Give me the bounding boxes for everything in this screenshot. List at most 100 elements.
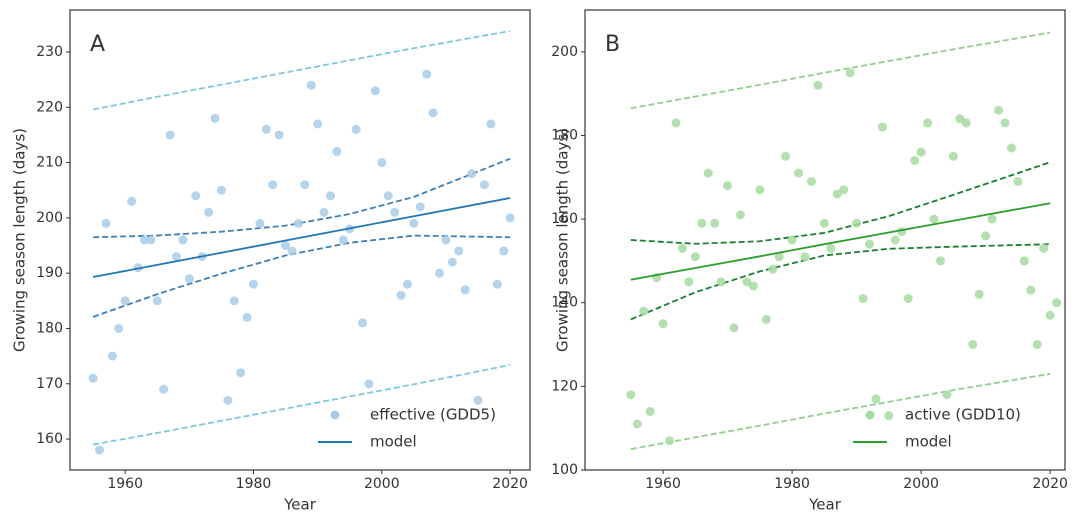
point: [364, 379, 374, 389]
model-line: [630, 202, 1051, 281]
point: [742, 277, 752, 287]
point: [877, 122, 887, 132]
legend-label: active (GDD10): [905, 406, 1021, 424]
point: [184, 274, 194, 284]
x-tick-label: 1960: [107, 476, 143, 492]
point: [332, 147, 342, 157]
point: [415, 202, 425, 212]
band-upper: [630, 161, 1051, 245]
point: [929, 214, 939, 224]
legend-label: effective (GDD5): [370, 406, 496, 424]
point: [467, 169, 477, 179]
point: [120, 296, 130, 306]
point: [781, 151, 791, 161]
point: [710, 218, 720, 228]
point: [159, 384, 169, 394]
point: [447, 257, 457, 267]
point: [761, 314, 771, 324]
panel: 1960 1980 2000 2020 100 120 140 160 180 200 Year Gr…: [551, 9, 1068, 513]
point: [1039, 243, 1049, 253]
point: [639, 306, 649, 316]
point: [178, 235, 188, 245]
band-lower: [630, 243, 1051, 321]
point: [1000, 118, 1010, 128]
x-tick-label: 2000: [364, 476, 400, 492]
point: [325, 191, 335, 201]
y-tick-label: 220: [36, 99, 63, 115]
point: [293, 218, 303, 228]
legend-marker: [330, 410, 340, 420]
y-tick-label: 160: [36, 431, 63, 447]
point: [826, 243, 836, 253]
point: [1006, 143, 1016, 153]
point: [1052, 298, 1062, 308]
point: [422, 69, 432, 79]
point: [671, 118, 681, 128]
point: [645, 406, 655, 416]
point: [897, 227, 907, 237]
point: [268, 180, 278, 190]
point: [210, 113, 220, 123]
point: [146, 235, 156, 245]
point: [665, 436, 675, 446]
point: [794, 168, 804, 178]
y-tick-label: 210: [36, 155, 63, 171]
point: [396, 290, 406, 300]
point: [819, 218, 829, 228]
point: [409, 218, 419, 228]
point: [916, 147, 926, 157]
point: [1019, 256, 1029, 266]
point: [473, 395, 483, 405]
point: [319, 207, 329, 217]
point: [787, 235, 797, 245]
point: [684, 277, 694, 287]
point: [858, 294, 868, 304]
point: [716, 277, 726, 287]
point: [300, 180, 310, 190]
legend-marker: [865, 410, 875, 420]
point: [390, 207, 400, 217]
point: [428, 108, 438, 118]
point: [95, 445, 105, 455]
point: [486, 119, 496, 129]
point: [974, 289, 984, 299]
point: [690, 252, 700, 262]
point: [774, 252, 784, 262]
y-tick-label: 100: [551, 462, 578, 478]
x-axis-label: Year: [808, 496, 842, 513]
point: [948, 151, 958, 161]
point: [460, 285, 470, 295]
point: [505, 213, 515, 223]
point: [871, 394, 881, 404]
y-tick-label: 170: [36, 376, 63, 392]
y-tick-label: 190: [36, 265, 63, 281]
point: [935, 256, 945, 266]
point: [1045, 310, 1055, 320]
point: [845, 68, 855, 78]
x-tick-label: 2000: [903, 476, 939, 492]
point: [1026, 285, 1036, 295]
point: [968, 340, 978, 350]
point: [274, 130, 284, 140]
point: [832, 189, 842, 199]
band-lower: [92, 234, 511, 318]
y-tick-label: 200: [36, 210, 63, 226]
point: [383, 191, 393, 201]
point: [632, 419, 642, 429]
plot-frame: [69, 9, 531, 471]
y-tick-label: 200: [551, 44, 578, 60]
band-upper: [630, 31, 1051, 110]
point: [454, 246, 464, 256]
point: [910, 156, 920, 166]
point: [479, 180, 489, 190]
point: [903, 294, 913, 304]
point: [107, 351, 117, 361]
y-tick-label: 160: [551, 211, 578, 227]
point: [216, 185, 226, 195]
point: [236, 368, 246, 378]
point: [987, 214, 997, 224]
point: [852, 218, 862, 228]
point: [101, 218, 111, 228]
point: [223, 395, 233, 405]
point: [961, 118, 971, 128]
